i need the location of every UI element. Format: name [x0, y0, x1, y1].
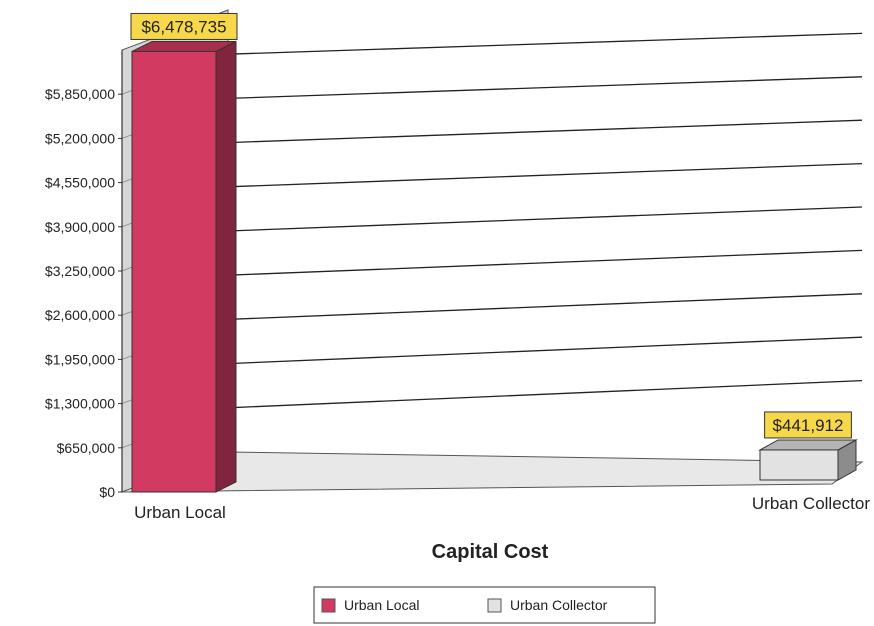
gridline — [227, 76, 863, 100]
y-tick-label: $650,000 — [57, 440, 116, 456]
data-label: $6,478,735 — [130, 12, 238, 40]
y-tick-label: $5,850,000 — [45, 86, 115, 102]
data-label-text: $441,912 — [773, 416, 844, 435]
chart-title: Capital Cost — [432, 541, 549, 563]
data-label-box — [764, 411, 852, 439]
bars — [131, 40, 858, 493]
gridline — [227, 336, 863, 365]
y-tick-label: $1,950,000 — [45, 351, 115, 367]
legend-swatch — [487, 598, 502, 613]
y-tick-label: $3,250,000 — [45, 263, 115, 279]
data-label-box — [130, 12, 238, 40]
x-category-label: Urban Local — [134, 503, 226, 522]
y-tick-label: $2,600,000 — [45, 307, 115, 323]
y-tick-label: $0 — [99, 484, 115, 500]
bar-top — [758, 439, 858, 451]
gridline — [227, 206, 863, 232]
gridline — [227, 379, 863, 409]
bar-front — [759, 449, 839, 481]
bar-urban-collector — [758, 439, 858, 481]
gridline — [227, 32, 863, 55]
y-tick-label: $5,200,000 — [45, 130, 115, 146]
bar-urban-local — [131, 40, 237, 493]
y-tick-label: $3,900,000 — [45, 219, 115, 235]
bar-front — [131, 50, 217, 493]
gridline — [227, 249, 863, 276]
y-tick-label: $4,550,000 — [45, 175, 115, 191]
x-axis: Urban Local Urban Collector — [134, 494, 870, 522]
gridline — [227, 119, 863, 144]
y-tick-label: $1,300,000 — [45, 396, 115, 412]
data-labels: $6,478,735 $441,912 — [130, 12, 852, 439]
y-axis: $0 $650,000 $1,300,000 $1,950,000 $2,600,000… — [45, 50, 123, 500]
x-category-label: Urban Collector — [752, 494, 870, 513]
legend-swatch — [321, 598, 336, 613]
data-label-text: $6,478,735 — [141, 17, 226, 36]
gridline — [227, 293, 863, 321]
gridline — [227, 162, 863, 188]
data-label: $441,912 — [764, 411, 852, 439]
bar-side — [215, 40, 237, 493]
legend-box — [313, 586, 656, 624]
legend: Urban Local Urban Collector — [313, 586, 656, 624]
legend-label: Urban Local — [344, 597, 420, 613]
legend-label: Urban Collector — [510, 597, 608, 613]
